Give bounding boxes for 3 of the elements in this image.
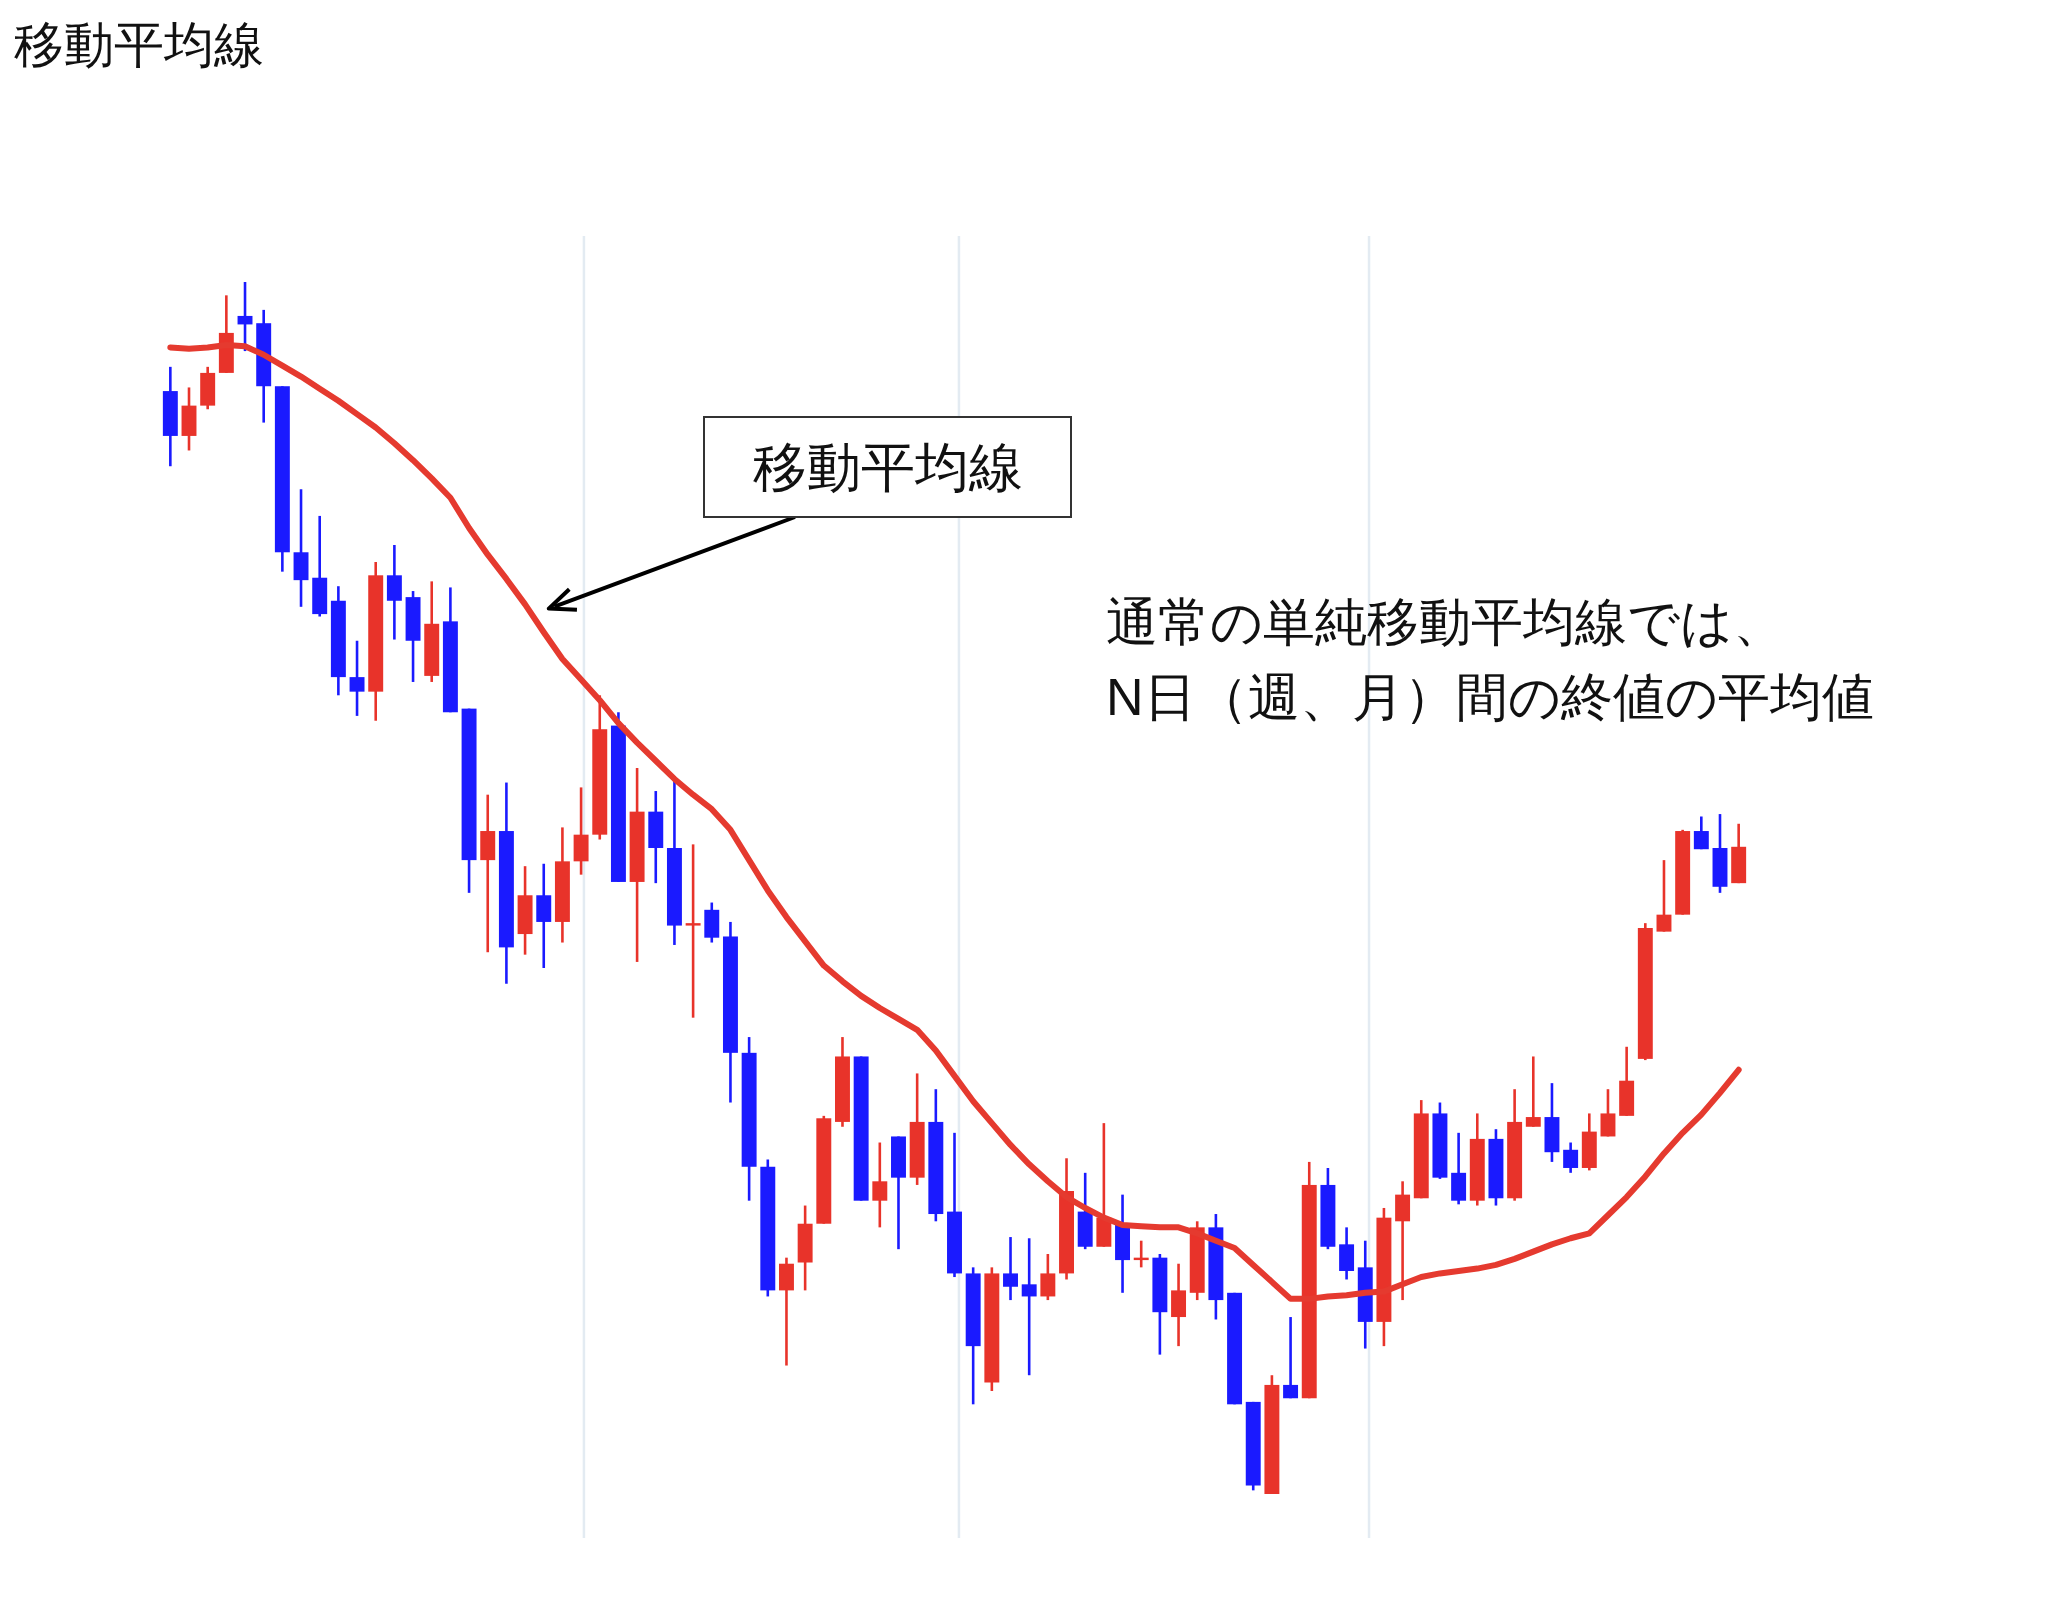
annotation: 移動平均線 (752, 437, 1023, 497)
chart-title: 移動平均線 (14, 17, 264, 73)
annotation: 通常の単純移動平均線では、 N日（週、月）間の終値の平均値 (1106, 593, 1874, 726)
